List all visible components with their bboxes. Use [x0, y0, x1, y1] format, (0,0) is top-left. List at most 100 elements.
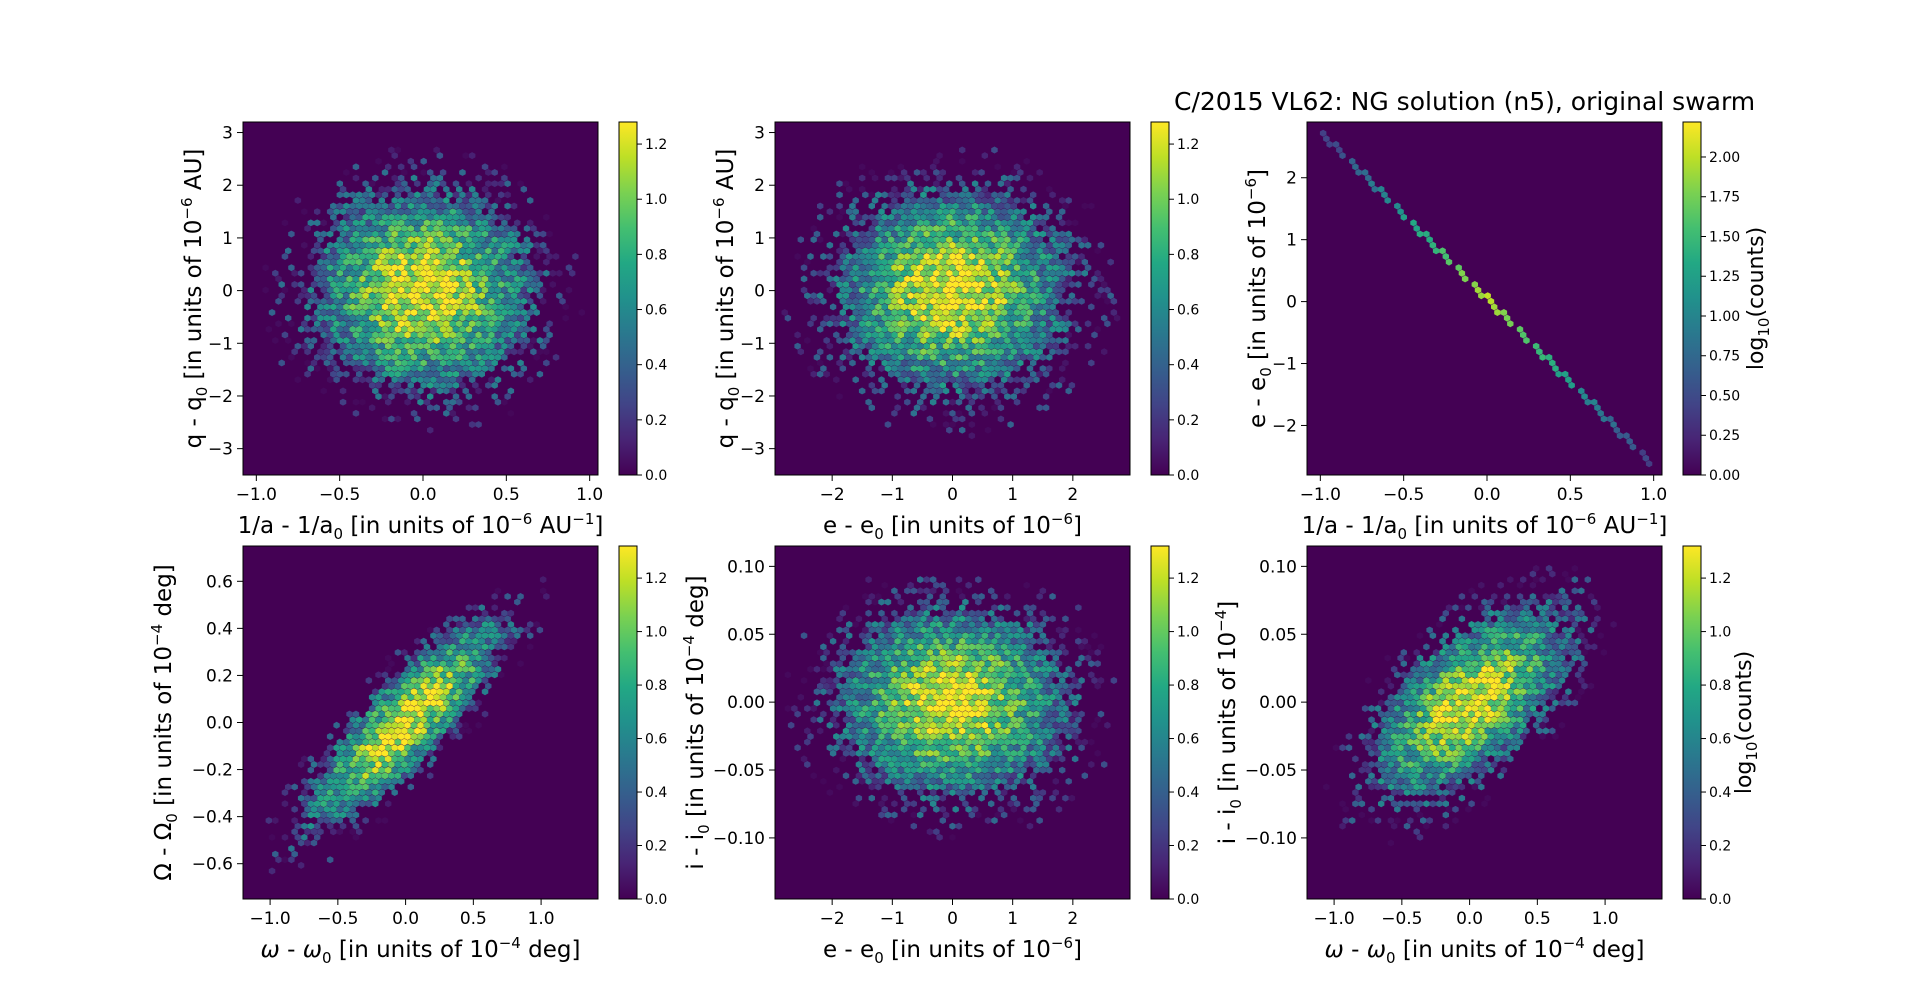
hexbin-cell	[1500, 309, 1508, 316]
hexbin-cell	[888, 738, 895, 746]
hexbin-cell	[1013, 197, 1021, 204]
hexbin-cell	[452, 649, 460, 656]
hexbin-cell	[339, 342, 347, 350]
hexbin-cell	[439, 693, 447, 701]
hexbin-cell	[1046, 309, 1053, 316]
hexbin-cell	[468, 353, 476, 361]
hexbin-cell	[407, 202, 414, 210]
hexbin-cell	[858, 710, 866, 718]
hexbin-cell	[1004, 761, 1011, 768]
hexbin-cell	[339, 309, 347, 316]
hexbin-cell	[955, 342, 963, 350]
hexbin-cell	[314, 800, 321, 808]
hexbin-cell	[501, 297, 508, 305]
hexbin-cell	[1062, 794, 1069, 802]
hexbin-cell	[462, 688, 469, 696]
hexbin-cell	[904, 688, 911, 696]
hexbin-cell	[904, 230, 911, 238]
hexbin-cell	[1597, 409, 1604, 417]
hexbin-cell	[433, 348, 440, 356]
hexbin-cell	[955, 197, 963, 204]
hexbin-cell	[468, 275, 476, 283]
hexbin-cell	[414, 370, 421, 378]
hexbin-cell	[510, 637, 518, 645]
hexbin-cell	[514, 320, 521, 328]
hexbin-cell	[330, 314, 337, 322]
hexbin-cell	[410, 342, 418, 350]
hexbin-cell	[933, 202, 940, 210]
hexbin-cell	[994, 632, 1001, 640]
hexbin-cell	[917, 365, 924, 372]
hexbin-cell	[420, 236, 427, 244]
hexbin-cell	[965, 359, 972, 367]
hexbin-cell	[1004, 682, 1011, 690]
hexbin-cell	[917, 766, 924, 774]
hexbin-cell	[352, 365, 360, 372]
hexbin-cell	[997, 359, 1005, 367]
hexbin-cell	[894, 359, 901, 367]
hexbin-cell	[817, 716, 824, 724]
hexbin-cell	[910, 822, 917, 830]
hexbin-cell	[388, 281, 395, 288]
hexbin-cell	[314, 208, 321, 216]
hexbin-cell	[817, 236, 824, 244]
hexbin-cell	[997, 236, 1005, 244]
hexbin-cell	[962, 688, 969, 696]
hexbin-cell	[430, 264, 437, 272]
hexbin-cell	[933, 314, 940, 322]
hexbin-cell	[414, 637, 421, 645]
hexbin-cell	[1042, 716, 1050, 724]
hexbin-cell	[849, 705, 856, 712]
hexbin-cell	[356, 258, 363, 266]
hexbin-cell	[423, 643, 431, 651]
hexbin-cell	[962, 365, 969, 372]
hexbin-cell	[984, 817, 992, 824]
hexbin-cell	[349, 325, 356, 333]
hexbin-cell	[942, 264, 950, 272]
hexbin-cell	[1416, 789, 1424, 796]
hexbin-cell	[1068, 682, 1076, 690]
hexbin-cell	[855, 247, 863, 255]
hexbin-cell	[842, 269, 850, 277]
hexbin-cell	[1007, 219, 1014, 227]
hexbin-cell	[465, 727, 473, 735]
y-tick-label: 2	[1286, 169, 1297, 189]
hexbin-cell	[897, 688, 905, 696]
hexbin-cell	[952, 337, 959, 344]
hexbin-cell	[456, 331, 463, 339]
hexbin-cell	[842, 225, 850, 232]
hexbin-cell	[1013, 398, 1021, 406]
hexbin-cell	[430, 320, 437, 328]
hexbin-cell	[1520, 331, 1527, 339]
hexbin-cell	[1545, 353, 1553, 361]
hexbin-cell	[888, 191, 895, 199]
hexbin-cell	[923, 275, 930, 283]
hexbin-cell	[1007, 654, 1014, 662]
hexbin-cell	[1084, 320, 1092, 328]
hexbin-cell	[917, 197, 924, 204]
hexbin-cell	[949, 665, 956, 673]
hexbin-cell	[865, 342, 872, 350]
hexbin-cell	[1026, 654, 1034, 662]
hexbin-cell	[381, 738, 389, 746]
hexbin-cell	[965, 202, 972, 210]
hexbin-cell	[842, 637, 850, 645]
hexbin-cell	[449, 331, 456, 339]
hexbin-cell	[310, 281, 318, 288]
hexbin-cell	[946, 749, 953, 757]
hexbin-cell	[436, 275, 444, 283]
hexbin-cell	[414, 649, 421, 656]
hexbin-cell	[346, 331, 353, 339]
hexbin-cell	[881, 337, 888, 344]
hexbin-cell	[1030, 337, 1037, 344]
hexbin-cell	[391, 733, 398, 740]
hexbin-cell	[459, 303, 466, 311]
hexbin-cell	[439, 727, 447, 735]
hexbin-cell	[485, 682, 492, 690]
hexbin-cell	[871, 264, 879, 272]
hexbin-cell	[510, 281, 518, 288]
hexbin-cell	[1042, 225, 1050, 232]
hexbin-cell	[391, 766, 398, 774]
hexbin-cell	[849, 236, 856, 244]
hexbin-cell	[800, 677, 808, 684]
